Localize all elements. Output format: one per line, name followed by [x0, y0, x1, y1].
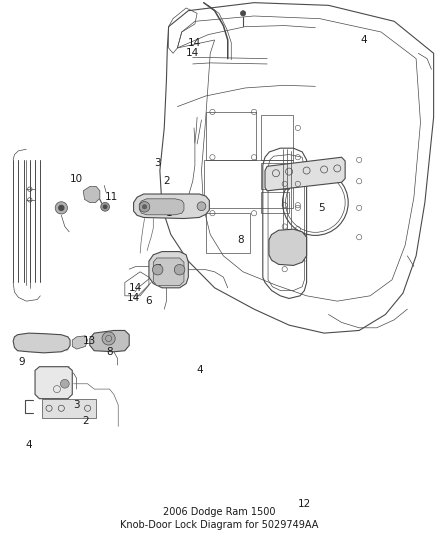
- Polygon shape: [134, 194, 209, 219]
- Text: 1: 1: [165, 208, 172, 218]
- Text: 12: 12: [298, 499, 311, 508]
- Polygon shape: [265, 157, 345, 191]
- Bar: [206, 213, 250, 253]
- Text: 5: 5: [318, 203, 325, 213]
- Bar: [261, 163, 289, 189]
- Text: 10: 10: [70, 174, 83, 183]
- Text: 11: 11: [105, 192, 118, 202]
- Bar: [206, 112, 256, 160]
- Circle shape: [103, 205, 107, 208]
- Polygon shape: [153, 258, 184, 286]
- Circle shape: [60, 379, 69, 388]
- Bar: [261, 115, 293, 160]
- Circle shape: [101, 203, 110, 211]
- Circle shape: [152, 264, 163, 275]
- Circle shape: [55, 201, 67, 214]
- Circle shape: [142, 205, 147, 209]
- Text: 14: 14: [129, 283, 142, 293]
- Circle shape: [197, 202, 206, 211]
- Circle shape: [240, 11, 246, 16]
- Polygon shape: [149, 252, 188, 288]
- Text: 7: 7: [154, 264, 161, 274]
- Text: 6: 6: [145, 296, 152, 306]
- Text: 4: 4: [360, 35, 367, 45]
- Text: 14: 14: [188, 38, 201, 47]
- Text: 14: 14: [127, 294, 140, 303]
- Text: 9: 9: [18, 358, 25, 367]
- Bar: [204, 160, 293, 208]
- Polygon shape: [269, 229, 307, 265]
- Polygon shape: [35, 367, 72, 399]
- Text: 8: 8: [237, 235, 244, 245]
- Polygon shape: [13, 333, 70, 353]
- Text: 14: 14: [186, 49, 199, 58]
- Circle shape: [139, 201, 150, 212]
- Text: 3: 3: [73, 400, 80, 410]
- Circle shape: [102, 332, 115, 345]
- Text: 4: 4: [25, 440, 32, 450]
- Circle shape: [174, 264, 185, 275]
- Text: 2006 Dodge Ram 1500
Knob-Door Lock Diagram for 5029749AA: 2006 Dodge Ram 1500 Knob-Door Lock Diagr…: [120, 507, 318, 530]
- Polygon shape: [90, 330, 129, 352]
- Polygon shape: [139, 199, 184, 215]
- Polygon shape: [42, 399, 96, 418]
- Text: 2: 2: [82, 416, 89, 426]
- Text: 2: 2: [163, 176, 170, 186]
- Text: 13: 13: [83, 336, 96, 346]
- Polygon shape: [83, 187, 100, 203]
- Text: 4: 4: [196, 366, 203, 375]
- Bar: [261, 192, 289, 213]
- Text: 8: 8: [106, 347, 113, 357]
- Circle shape: [59, 205, 64, 211]
- Text: 3: 3: [154, 158, 161, 167]
- Polygon shape: [72, 336, 88, 349]
